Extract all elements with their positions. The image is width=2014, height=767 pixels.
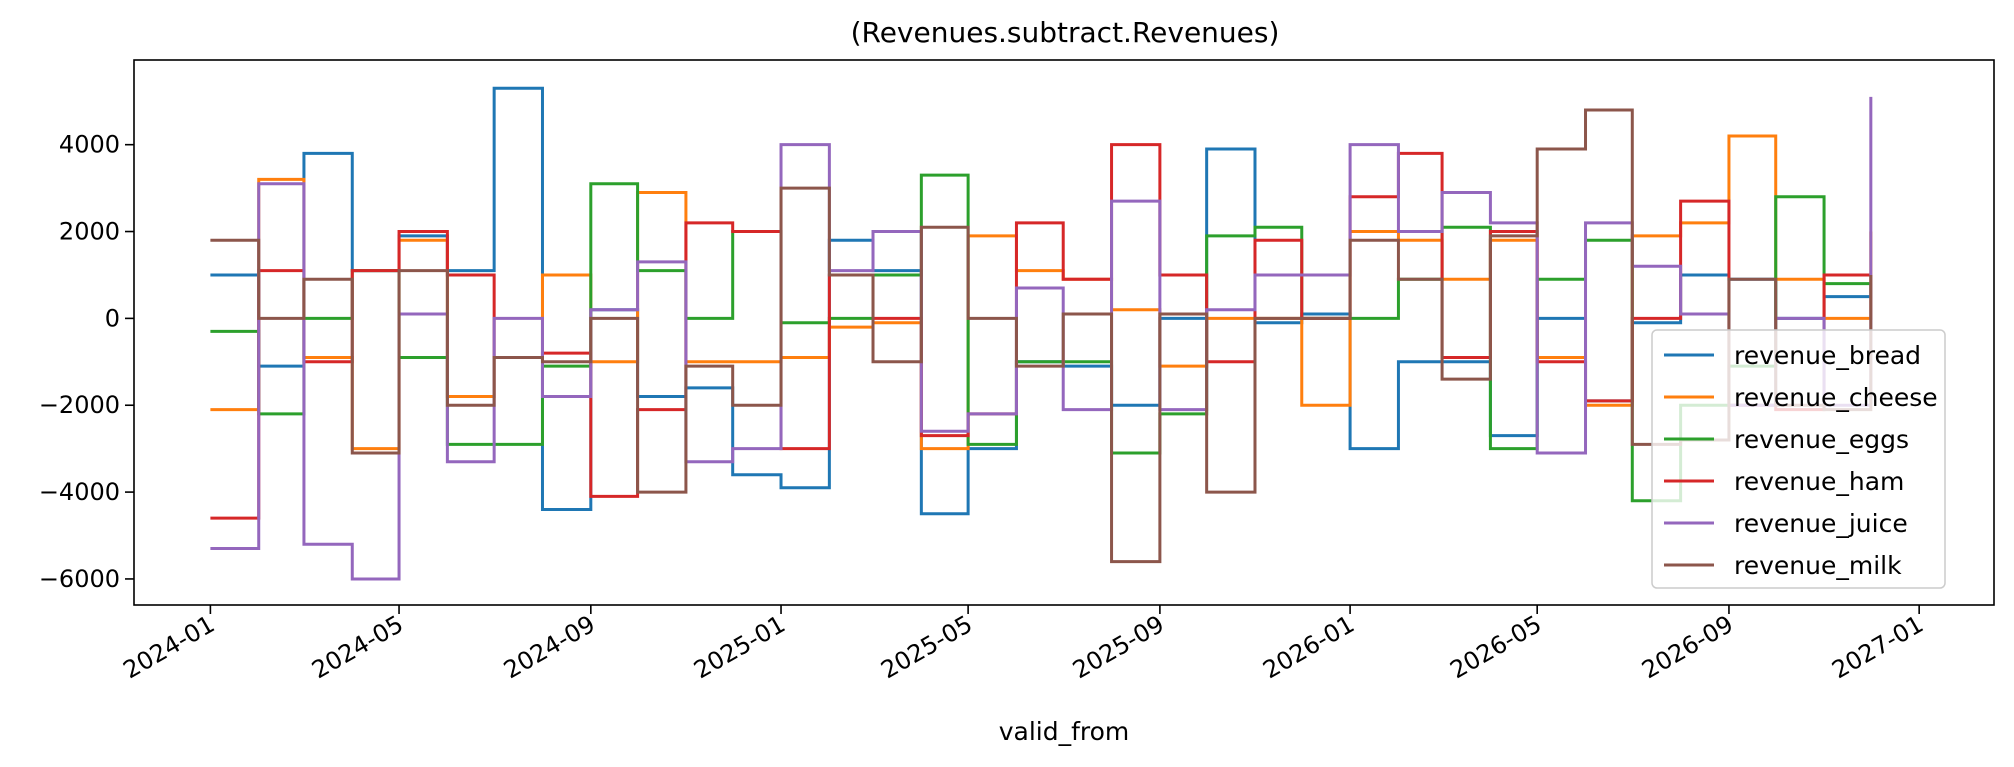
- legend-label: revenue_milk: [1734, 551, 1902, 580]
- y-axis: 4000 2000 0 −2000 −4000 −6000: [39, 131, 134, 593]
- x-axis-label: valid_from: [999, 717, 1130, 746]
- legend: revenue_bread revenue_cheese revenue_eggsr…: [1651, 329, 1946, 589]
- series-line-revenue_milk: [210, 108, 1873, 564]
- y-tick-label: −2000: [39, 391, 120, 419]
- y-tick-label: −6000: [39, 565, 120, 593]
- y-tick-label: 2000: [59, 218, 120, 246]
- y-tick-label: 4000: [59, 131, 120, 159]
- legend-box: [1651, 329, 1946, 589]
- legend-label: revenue_juice: [1734, 509, 1908, 538]
- y-tick-label: −4000: [39, 478, 120, 506]
- legend-label: revenue_eggs: [1734, 425, 1909, 454]
- series-layer: [210, 86, 1873, 581]
- y-tick-label: 0: [105, 304, 120, 332]
- legend-label: revenue_ham: [1734, 467, 1904, 496]
- legend-label: revenue_bread: [1734, 341, 1921, 370]
- chart-title: (Revenues.subtract.Revenues): [851, 16, 1280, 49]
- plot-frame: [133, 59, 1995, 606]
- legend-label: revenue_cheese: [1734, 383, 1938, 412]
